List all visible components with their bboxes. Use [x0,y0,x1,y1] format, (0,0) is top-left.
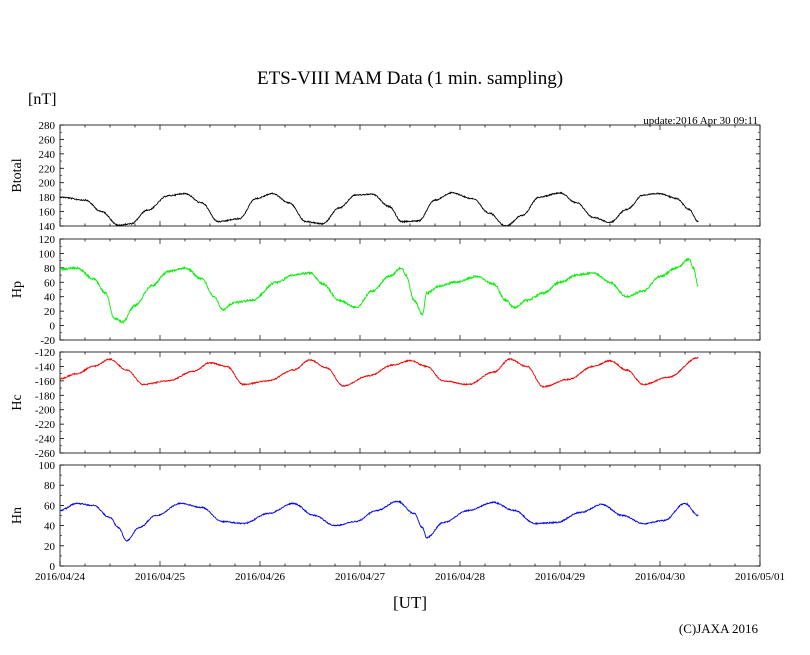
y-tick-label: 80 [44,263,56,275]
y-tick-label: 120 [39,234,56,246]
x-tick-label: 2016/04/29 [535,571,586,583]
y-tick-label: -180 [35,390,56,402]
x-tick-label: 2016/05/01 [735,571,785,583]
y-tick-label: 100 [39,460,56,472]
series-line-hc [59,356,699,389]
y-tick-label: -200 [35,405,56,417]
chart-title: ETS-VIII MAM Data (1 min. sampling) [257,68,563,89]
y-tick-label: 60 [44,500,56,512]
panel-hc: -120 -140 -160 -180 -200 -220 -240 -260 Hc [10,347,761,460]
y-tick-label: 280 [39,120,56,132]
panel-ylabel: Hc [10,394,25,410]
x-tick-label: 2016/04/27 [335,571,386,583]
y-tick-label: 240 [39,149,56,161]
y-tick-label: 160 [39,207,56,219]
y-tick-label: -20 [40,335,55,347]
y-tick-label: 0 [50,561,56,573]
chart-panels: 280260240220200180160140Btotal1201008060… [10,120,761,573]
y-tick-label: 40 [44,292,56,304]
x-tick-label: 2016/04/24 [35,571,86,583]
series-line-btotal [59,191,699,227]
series-line-hp [59,257,699,324]
y-tick-label: 60 [44,277,56,289]
panel-frame [59,351,761,454]
y-tick-label: 220 [39,163,56,175]
y-unit-label: [nT] [28,91,56,108]
update-timestamp: update:2016 Apr 30 09:11 [643,115,758,127]
x-tick-label: 2016/04/26 [235,571,286,583]
y-tick-label: -160 [35,376,56,388]
y-tick-label: 140 [39,221,56,233]
y-tick-label: 40 [44,521,56,533]
x-axis-tick-labels: 2016/04/24 2016/04/25 2016/04/26 2016/04/27… [35,571,785,583]
x-tick-label: 2016/04/28 [435,571,486,583]
panel-frame [59,464,761,567]
y-tick-label: -140 [35,361,56,373]
y-tick-label: 0 [50,321,56,333]
y-tick-label: 180 [39,192,56,204]
y-tick-label: 80 [44,480,56,492]
copyright-text: (C)JAXA 2016 [679,621,759,636]
y-tick-label: -240 [35,434,56,446]
y-tick-label: 260 [39,134,56,146]
panel-hn: 100 80 60 40 20 0 Hn [10,460,761,573]
panel-btotal: 280 260 240 220 200 180 160 140 Btotal [10,120,761,233]
series-line-hn [59,500,699,542]
panel-ylabel: Hn [10,507,25,524]
y-tick-label: 20 [44,541,56,553]
y-tick-label: -120 [35,347,56,359]
y-tick-label: -260 [35,448,56,460]
y-tick-label: 200 [39,178,56,190]
y-tick-label: 100 [39,248,56,260]
y-tick-label: -220 [35,419,56,431]
y-tick-label: 20 [44,306,56,318]
panel-ylabel: Btotal [10,158,25,192]
x-tick-label: 2016/04/25 [135,571,186,583]
x-tick-label: 2016/04/30 [635,571,686,583]
panel-frame [59,124,761,227]
x-axis-unit-label: [UT] [393,593,427,612]
panel-ylabel: Hp [10,281,25,298]
panel-hp: 120 100 80 60 40 20 0 -20 Hp [10,234,761,347]
